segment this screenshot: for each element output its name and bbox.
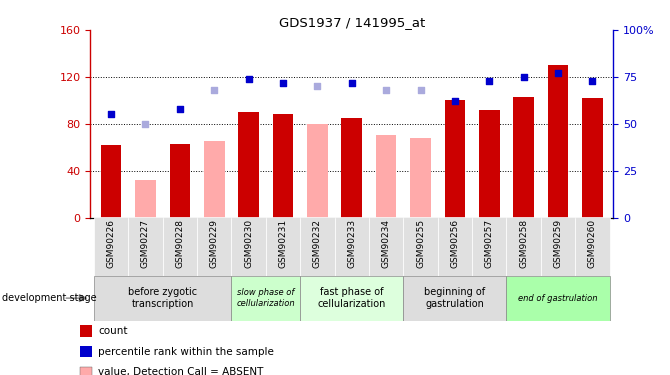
Bar [135,180,155,218]
Bar [231,217,266,276]
Bar [334,217,369,276]
Point [174,106,185,112]
Point [346,80,357,86]
Bar [94,276,231,321]
Bar [403,276,507,321]
Point [243,76,254,82]
Text: GSM90255: GSM90255 [416,219,425,268]
Bar [541,217,576,276]
Bar [80,326,92,337]
Text: development stage: development stage [2,293,96,303]
Bar [204,141,224,218]
Bar [438,217,472,276]
Bar [197,217,231,276]
Bar [513,97,534,218]
Point [381,87,391,93]
Text: GSM90230: GSM90230 [244,219,253,268]
Bar [507,276,610,321]
Text: GSM90260: GSM90260 [588,219,597,268]
Bar [410,138,431,218]
Text: fast phase of
cellularization: fast phase of cellularization [318,287,386,309]
Bar [273,114,293,218]
Text: beginning of
gastrulation: beginning of gastrulation [424,287,486,309]
Bar [403,217,438,276]
Bar [507,217,541,276]
Bar [80,367,92,375]
Text: percentile rank within the sample: percentile rank within the sample [98,346,274,357]
Point [106,111,117,117]
Bar [300,217,334,276]
Point [209,87,220,93]
Bar [100,145,121,218]
Text: GSM90226: GSM90226 [107,219,116,268]
Text: before zygotic
transcription: before zygotic transcription [128,287,197,309]
Bar [80,346,92,357]
Bar [445,100,465,218]
Point [312,83,323,89]
Text: count: count [98,326,127,336]
Bar [547,65,568,218]
Bar [163,217,197,276]
Bar [307,124,328,218]
Text: GSM90257: GSM90257 [485,219,494,268]
Bar [342,118,362,218]
Text: GSM90232: GSM90232 [313,219,322,268]
Point [140,121,151,127]
Bar [472,217,507,276]
Point [553,70,563,76]
Text: GSM90256: GSM90256 [450,219,460,268]
Text: end of gastrulation: end of gastrulation [519,294,598,303]
Point [484,78,494,84]
Text: GSM90231: GSM90231 [279,219,287,268]
Text: GSM90259: GSM90259 [553,219,563,268]
Bar [231,276,300,321]
Bar [170,144,190,218]
Bar [300,276,403,321]
Bar [479,110,500,218]
Point [519,74,529,80]
Point [450,98,460,104]
Bar [582,98,603,218]
Bar [369,217,403,276]
Point [415,87,426,93]
Point [277,80,288,86]
Text: GSM90234: GSM90234 [382,219,391,268]
Text: value, Detection Call = ABSENT: value, Detection Call = ABSENT [98,367,263,375]
Bar [94,217,128,276]
Bar [239,112,259,218]
Bar [376,135,397,218]
Bar [576,217,610,276]
Text: GSM90233: GSM90233 [347,219,356,268]
Text: GSM90228: GSM90228 [176,219,184,268]
Text: GSM90229: GSM90229 [210,219,218,268]
Text: GSM90258: GSM90258 [519,219,528,268]
Point [587,78,598,84]
Bar [128,217,163,276]
Bar [266,217,300,276]
Text: slow phase of
cellularization: slow phase of cellularization [237,288,295,308]
Text: GSM90227: GSM90227 [141,219,150,268]
Title: GDS1937 / 141995_at: GDS1937 / 141995_at [279,16,425,29]
